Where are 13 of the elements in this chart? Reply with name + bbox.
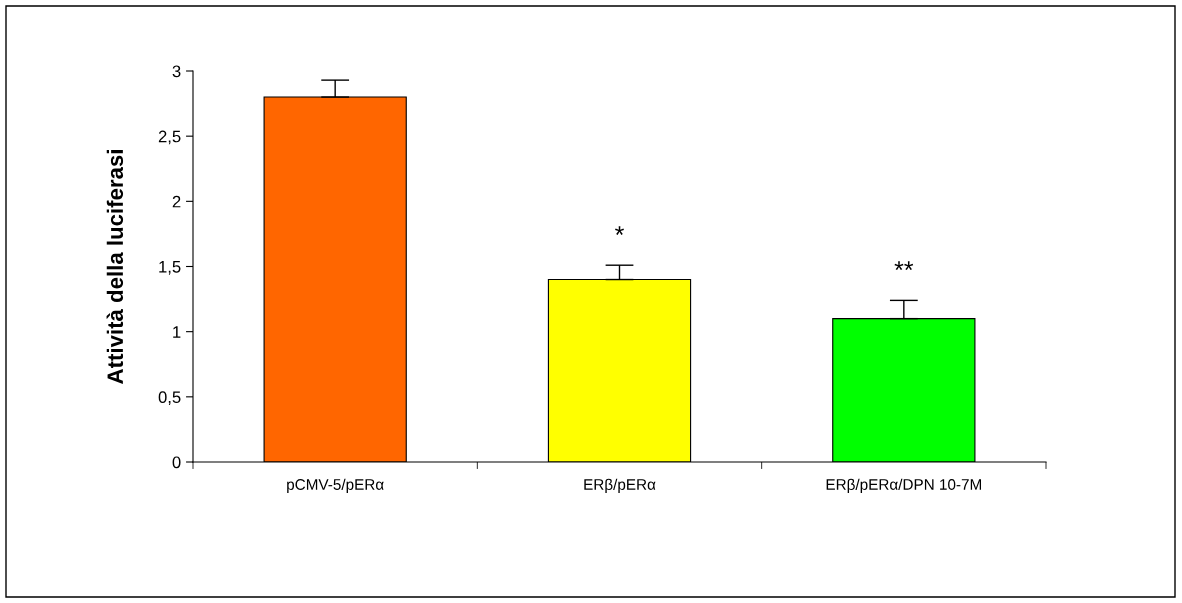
x-tick-label: ERβ/pERα/DPN 10-7M	[826, 478, 982, 493]
annotation: **	[894, 261, 914, 271]
x-tick-label: ERβ/pERα	[584, 478, 656, 493]
y-tick-label: 0	[172, 456, 181, 469]
y-tick-label: 2	[172, 195, 181, 208]
y-tick-label: 2,5	[158, 130, 181, 145]
annotation: *	[615, 226, 624, 235]
y-tick-label: 0,5	[158, 391, 181, 406]
y-tick-label: 1	[173, 326, 181, 338]
y-tick-label: 1,5	[159, 261, 181, 275]
y-axis-title: Attività della luciferasi	[106, 150, 124, 384]
y-tick-label: 3	[172, 65, 181, 78]
x-tick-label: pCMV-5/pERα	[287, 478, 384, 493]
